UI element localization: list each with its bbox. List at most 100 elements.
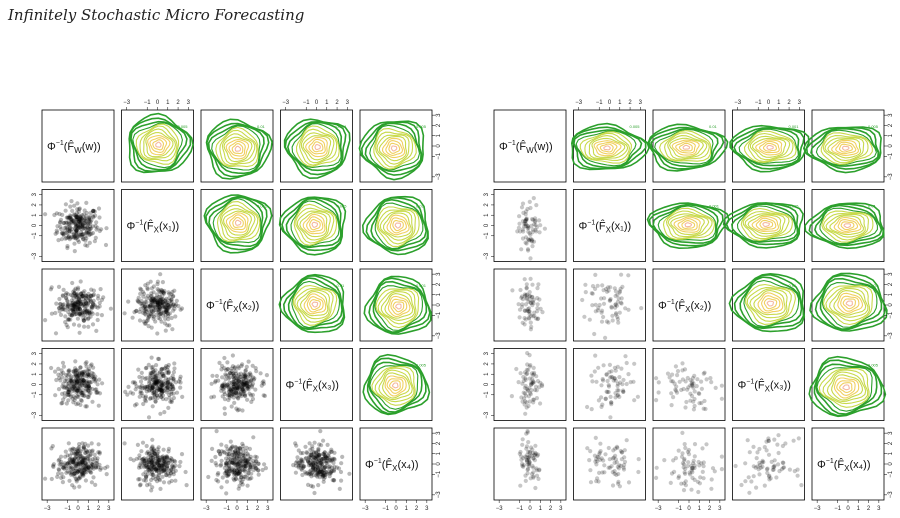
scatter-point xyxy=(63,307,68,312)
scatter-point xyxy=(91,466,96,471)
scatter-point xyxy=(73,293,79,298)
scatter-point xyxy=(166,303,171,308)
scatter-point xyxy=(85,311,90,316)
scatter-point xyxy=(163,298,168,303)
scatter-point xyxy=(259,383,264,388)
scatter-point xyxy=(142,385,148,390)
contour-line xyxy=(295,125,340,167)
scatter-point xyxy=(76,239,81,245)
scatter-point xyxy=(149,463,155,468)
scatter-point xyxy=(74,461,79,466)
scatter-point xyxy=(158,467,163,472)
variable-label: Φ−1(F̂X(x₄)) xyxy=(365,457,418,473)
scatter-point xyxy=(701,476,706,481)
scatter-point xyxy=(157,297,162,302)
scatter-point xyxy=(104,226,109,231)
scatter-point xyxy=(60,400,65,406)
tick-label: −3 xyxy=(888,491,894,499)
scatter-point xyxy=(145,384,150,389)
scatter-point xyxy=(75,452,80,457)
scatter-point xyxy=(153,368,158,373)
scatter-point xyxy=(690,470,695,475)
scatter-point xyxy=(81,457,86,462)
scatter-point xyxy=(74,304,79,309)
scatter-point xyxy=(69,313,74,318)
scatter-point xyxy=(76,377,81,382)
scatter-point xyxy=(76,296,82,301)
scatter-point xyxy=(75,223,80,228)
scatter-point xyxy=(144,309,149,314)
scatter-point xyxy=(602,463,607,468)
scatter-point xyxy=(88,390,93,395)
scatter-point xyxy=(82,383,88,388)
scatter-point xyxy=(771,465,776,470)
scatter-point xyxy=(74,454,79,459)
scatter-point xyxy=(71,460,76,465)
scatter-point xyxy=(142,321,147,326)
scatter-point xyxy=(58,461,64,466)
scatter-cell-2-0 xyxy=(41,268,115,342)
scatter-point xyxy=(71,322,77,327)
scatter-point xyxy=(154,302,160,307)
scatter-point xyxy=(327,464,332,469)
scatter-point xyxy=(74,228,79,234)
scatter-point xyxy=(75,374,80,379)
scatter-point xyxy=(170,304,175,309)
scatter-point xyxy=(76,368,81,374)
scatter-point xyxy=(611,448,616,453)
scatter-point xyxy=(132,403,138,408)
scatter-point xyxy=(173,380,178,385)
scatter-point xyxy=(249,475,254,481)
scatter-point xyxy=(79,390,84,396)
scatter-point xyxy=(164,300,169,305)
contour-line xyxy=(380,291,416,321)
scatter-point xyxy=(159,311,164,316)
contour-line xyxy=(377,289,417,325)
scatter-point xyxy=(159,383,164,388)
scatter-point xyxy=(601,363,606,368)
scatter-point xyxy=(74,479,79,484)
scatter-point xyxy=(93,378,98,383)
scatter-point xyxy=(751,464,756,469)
contour-line xyxy=(373,128,417,170)
tick-label: 0 xyxy=(394,506,398,512)
scatter-point xyxy=(521,464,526,469)
scatter-point xyxy=(62,385,67,390)
scatter-point xyxy=(293,470,298,475)
scatter-point xyxy=(613,293,618,299)
scatter-point xyxy=(681,465,686,470)
scatter-point xyxy=(520,236,526,241)
scatter-point xyxy=(68,215,73,220)
scatter-point xyxy=(159,290,164,295)
scatter-point xyxy=(83,371,88,376)
scatter-point xyxy=(58,301,63,306)
contour-line xyxy=(379,210,414,241)
scatter-point xyxy=(167,480,172,485)
scatter-point xyxy=(65,215,70,220)
scatter-point xyxy=(70,307,75,312)
scatter-point xyxy=(77,306,82,311)
scatter-point xyxy=(220,394,225,399)
scatter-point xyxy=(222,406,227,411)
scatter-point xyxy=(155,300,160,305)
scatter-point xyxy=(87,373,92,378)
scatter-point xyxy=(146,468,151,473)
scatter-point xyxy=(161,373,166,378)
scatter-point xyxy=(743,461,748,466)
scatter-point xyxy=(236,450,241,455)
scatter-point xyxy=(72,379,77,384)
scatter-point xyxy=(325,442,330,447)
scatter-point xyxy=(224,491,229,496)
scatter-point xyxy=(229,380,234,385)
left-pairs-plot: Φ−1(F̂W(w))0.005−3 −1 0 1 2 30.01 0.001−3 −1 0 1 2… xyxy=(32,100,442,512)
tick-label: −3 xyxy=(436,332,442,340)
scatter-point xyxy=(66,389,71,395)
scatter-point xyxy=(65,392,70,397)
scatter-point xyxy=(235,395,240,400)
scatter-point xyxy=(81,378,86,383)
scatter-point xyxy=(704,442,709,447)
scatter-point xyxy=(149,294,154,299)
scatter-cell-2-1 xyxy=(573,268,646,342)
scatter-point xyxy=(84,230,89,235)
scatter-point xyxy=(65,226,70,231)
